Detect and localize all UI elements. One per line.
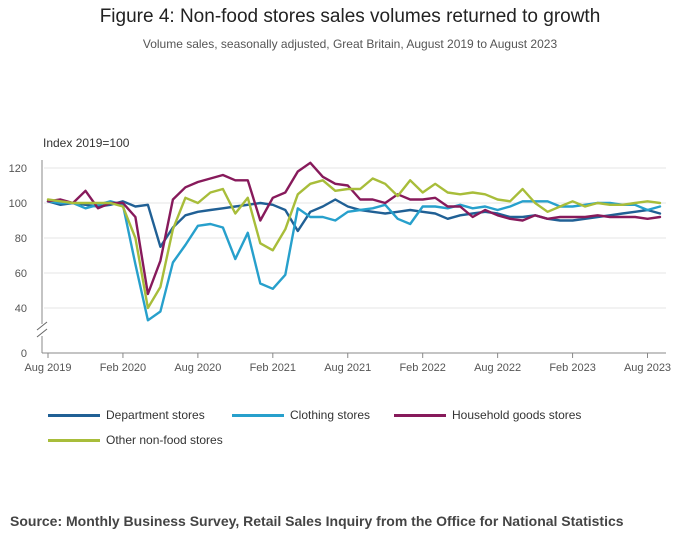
legend-item-other-non-food-stores[interactable]: Other non-food stores [48, 433, 223, 447]
legend-swatch-other [48, 438, 100, 442]
series-lines [46, 161, 662, 322]
x-tick-feb-2020: Feb 2020 [100, 362, 146, 374]
legend-label-clothing: Clothing stores [290, 408, 371, 422]
axes [36, 160, 666, 358]
legend-swatch-clothing [232, 413, 284, 417]
y-tick-labels: 0 40 60 80 100 120 [9, 163, 27, 360]
chart-title: Figure 4: Non-food stores sales volumes … [99, 6, 601, 27]
x-tick-aug-2020: Aug 2020 [174, 362, 221, 374]
y-tick-80: 80 [15, 233, 27, 245]
line-chart: 0 40 60 80 100 120 Aug 2019 Feb 2020 Aug 2020 Fe… [9, 160, 671, 374]
y-tick-0: 0 [21, 348, 27, 360]
legend-label-household: Household goods stores [452, 408, 582, 422]
y-tick-60: 60 [15, 268, 27, 280]
x-tick-aug-2021: Aug 2021 [324, 362, 371, 374]
legend-label-department: Department stores [106, 408, 205, 422]
x-tick-feb-2023: Feb 2023 [549, 362, 595, 374]
series-line-department-stores [46, 198, 662, 249]
y-tick-100: 100 [9, 198, 27, 210]
legend-item-clothing-stores[interactable]: Clothing stores [232, 408, 370, 422]
x-tick-labels: Aug 2019 Feb 2020 Aug 2020 Feb 2021 Aug 2021… [24, 362, 671, 374]
source-note: Source: Monthly Business Survey, Retail … [10, 513, 624, 529]
legend-label-other: Other non-food stores [106, 433, 223, 447]
x-tick-feb-2022: Feb 2022 [399, 362, 445, 374]
series-line-other-non-food-stores [46, 177, 662, 310]
axis-break-mark-2 [36, 328, 48, 338]
legend-swatch-household [394, 413, 446, 417]
series-line-clothing-stores [46, 200, 662, 322]
x-tick-feb-2021: Feb 2021 [250, 362, 296, 374]
x-tick-aug-2023: Aug 2023 [624, 362, 671, 374]
y-axis-label: Index 2019=100 [43, 136, 130, 150]
x-tick-aug-2019: Aug 2019 [24, 362, 71, 374]
legend-item-household-goods-stores[interactable]: Household goods stores [394, 408, 581, 422]
x-tick-aug-2022: Aug 2022 [474, 362, 521, 374]
legend-swatch-department [48, 413, 100, 417]
axis-break-mark-1 [36, 321, 48, 331]
series-line-household-goods-stores [46, 161, 662, 296]
legend-item-department-stores[interactable]: Department stores [48, 408, 205, 422]
chart-subtitle: Volume sales, seasonally adjusted, Great… [142, 37, 558, 51]
y-tick-120: 120 [9, 163, 27, 175]
y-tick-40: 40 [15, 303, 27, 315]
